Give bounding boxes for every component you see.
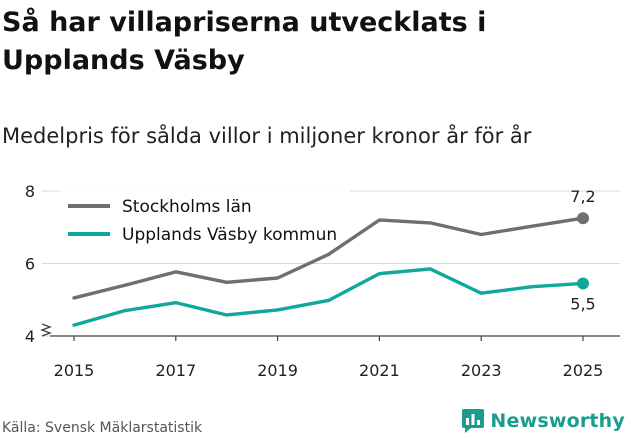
y-tick-label: 6 [25,255,35,274]
series-lines: 7,2 5,5 [72,187,596,327]
y-tick-label: 4 [25,327,35,346]
newsworthy-bar-chart-icon [462,409,485,433]
series-line-0 [72,216,585,300]
series-end-label-1: 5,5 [570,294,595,313]
source-note: Källa: Svensk Mäklarstatistik [2,420,203,436]
brand-logo: Newsworthy [462,409,625,433]
x-axis: 2015 2017 2019 2021 2023 2025 [50,335,620,380]
chart-subtitle: Medelpris för sålda villor i miljoner kr… [2,124,532,148]
line-chart: 4 6 8 2015 2017 2019 2021 2023 2025 7,2 5,5 Stoc… [25,182,620,380]
axis-break-marker [40,323,52,337]
series-end-point-1 [577,277,589,290]
chart-title: Så har villapriserna utvecklats i Upplan… [2,7,487,76]
x-tick-label: 2025 [563,361,604,380]
x-tick-label: 2015 [54,361,95,380]
y-axis: 4 6 8 [25,182,52,346]
legend-label-1: Upplands Väsby kommun [122,225,337,245]
series-end-label-0: 7,2 [570,187,595,206]
x-tick-label: 2019 [257,361,298,380]
x-tick-label: 2017 [155,361,196,380]
x-tick-label: 2021 [359,361,400,380]
series-end-point-0 [577,212,589,225]
series-line-1 [72,267,585,327]
x-tick-label: 2023 [461,361,502,380]
y-tick-label: 8 [25,182,35,201]
brand-name: Newsworthy [490,410,625,432]
